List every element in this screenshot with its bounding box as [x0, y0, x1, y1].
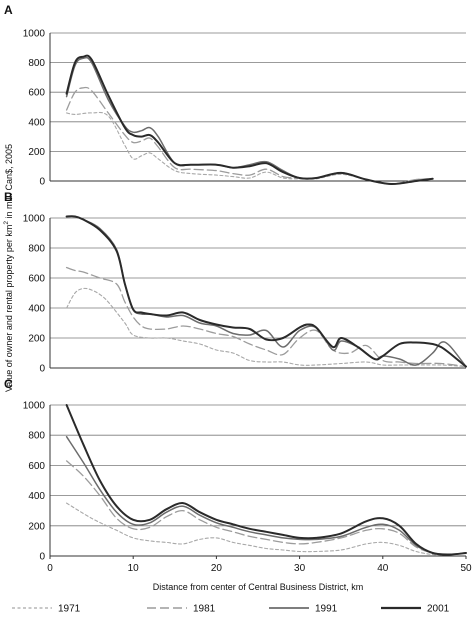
y-tick-label: 600 — [28, 88, 45, 99]
y-tick-label: 800 — [28, 244, 45, 255]
y-tick-label: 0 — [39, 177, 45, 188]
panel-label: A — [4, 3, 13, 17]
x-tick-label: 10 — [128, 563, 140, 574]
y-tick-label: 400 — [28, 304, 45, 315]
series-line-2001 — [65, 404, 467, 556]
y-tick-label: 800 — [28, 58, 45, 69]
x-tick-label: 0 — [47, 563, 53, 574]
legend-label: 1971 — [58, 604, 81, 615]
series-line-2001 — [65, 54, 434, 186]
y-tick-label: 1000 — [23, 214, 46, 225]
series-line-1981 — [65, 460, 467, 556]
series-line-2001 — [65, 215, 467, 368]
legend-label: 2001 — [427, 604, 450, 615]
legend-item-2001: 2001 — [381, 604, 450, 615]
series-line-1981 — [65, 266, 467, 368]
legend: 1971 1981 1991 2001 — [12, 604, 450, 615]
legend-item-1991: 1991 — [269, 604, 338, 615]
series-line-1981 — [65, 86, 434, 185]
y-axis-label-main: Value of owner and rental property per k… — [4, 225, 14, 392]
y-tick-label: 0 — [39, 364, 45, 375]
x-tick-label: 40 — [377, 563, 389, 574]
x-tick-label: 30 — [294, 563, 306, 574]
y-tick-label: 800 — [28, 431, 45, 442]
y-axis-label: Value of owner and rental property per k… — [3, 144, 14, 392]
legend-item-1971: 1971 — [12, 604, 81, 615]
x-tick-label: 20 — [211, 563, 223, 574]
panel-a: A 0 200 400 600 800 1000 — [4, 3, 466, 188]
y-tick-label: 600 — [28, 461, 45, 472]
legend-label: 1991 — [315, 604, 338, 615]
series-line-1971 — [66, 287, 467, 368]
legend-label: 1981 — [193, 604, 216, 615]
y-tick-label: 400 — [28, 491, 45, 502]
legend-item-1981: 1981 — [147, 604, 216, 615]
y-axis-label-units: in mill. Can$, 2005 — [4, 144, 14, 221]
y-axis-label-superscript: 2 — [3, 221, 10, 225]
panel-label: B — [4, 190, 13, 204]
y-tick-label: 1000 — [23, 29, 46, 40]
y-tick-label: 400 — [28, 117, 45, 128]
x-axis-label: Distance from center of Central Business… — [153, 582, 364, 592]
x-tick-label: 50 — [460, 563, 472, 574]
y-tick-label: 200 — [28, 147, 45, 158]
series-line-1971 — [66, 502, 467, 556]
y-tick-label: 200 — [28, 521, 45, 532]
panel-label: C — [4, 377, 13, 391]
y-tick-label: 200 — [28, 334, 45, 345]
y-tick-label: 1000 — [23, 401, 46, 412]
series-line-1971 — [66, 111, 434, 185]
chart-panels: A02004006008001000B02004006008001000C020… — [4, 3, 472, 574]
panel-b: B 0 200 400 600 800 1000 — [4, 190, 467, 375]
panel-c: C 0 200 400 600 800 1000 0 10 20 30 40 50 — [4, 377, 472, 574]
series-line-1991 — [65, 435, 467, 556]
y-tick-label: 600 — [28, 274, 45, 285]
y-tick-label: 0 — [39, 552, 45, 563]
